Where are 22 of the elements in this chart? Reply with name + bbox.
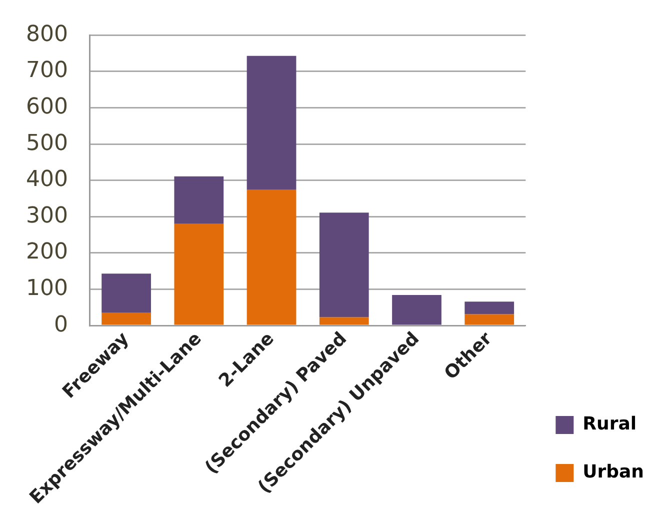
y-tick-label: 400 — [26, 167, 68, 192]
y-tick-label: 500 — [26, 130, 68, 156]
y-tick-label: 100 — [26, 276, 68, 301]
y-tick-label: 600 — [26, 94, 68, 120]
bar — [246, 189, 296, 325]
bar — [464, 314, 514, 325]
bar — [464, 302, 514, 314]
bar — [246, 56, 296, 190]
y-tick-label: 800 — [26, 22, 68, 47]
bar — [174, 224, 224, 325]
legend-label: Rural — [582, 414, 637, 435]
bar — [392, 295, 442, 325]
bar — [319, 212, 369, 318]
y-tick-label: 0 — [54, 312, 68, 338]
y-tick-label: 300 — [26, 203, 68, 228]
bar — [102, 312, 151, 325]
y-tick-label: 200 — [26, 240, 68, 265]
bar — [174, 176, 224, 224]
y-tick-label: 700 — [26, 58, 68, 84]
legend-label: Urban — [582, 462, 644, 483]
bar — [102, 274, 151, 312]
bar — [319, 317, 369, 325]
